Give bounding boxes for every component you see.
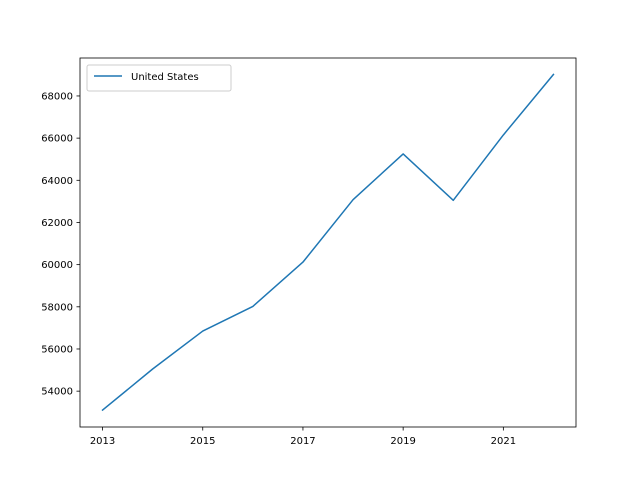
x-tick-label: 2021	[491, 436, 516, 447]
y-tick-label: 68000	[41, 91, 73, 102]
x-tick-label: 2019	[390, 436, 415, 447]
legend-label: United States	[131, 72, 199, 83]
x-axis-ticks: 2013 2015 2017 2019 2021	[90, 427, 516, 447]
y-tick-label: 64000	[41, 176, 73, 187]
x-tick-label: 2013	[90, 436, 115, 447]
y-tick-label: 58000	[41, 302, 73, 313]
x-tick-label: 2017	[290, 436, 315, 447]
y-tick-label: 60000	[41, 260, 73, 271]
y-tick-label: 54000	[41, 387, 73, 398]
y-tick-label: 56000	[41, 344, 73, 355]
x-tick-label: 2015	[190, 436, 215, 447]
y-axis-ticks: 54000 56000 58000 60000 62000 64000 66000 68000	[41, 91, 80, 398]
plot-frame	[79, 57, 577, 428]
legend-box	[86, 64, 232, 92]
series-line-0	[101, 73, 555, 412]
y-tick-label: 66000	[41, 134, 73, 145]
y-tick-label: 62000	[41, 218, 73, 229]
legend: United States	[86, 64, 232, 92]
series-layer	[101, 73, 555, 412]
